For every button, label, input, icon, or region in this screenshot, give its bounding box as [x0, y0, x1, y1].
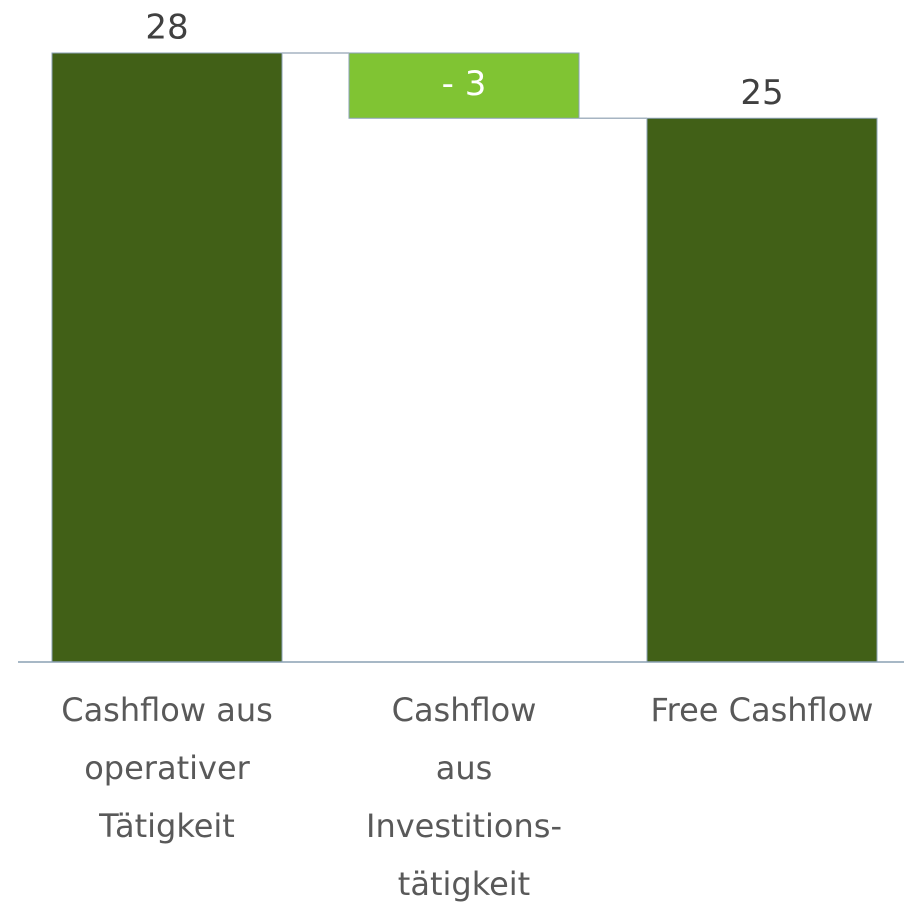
x-tick-label: Cashflow aus operativer Tätigkeit	[61, 691, 273, 845]
x-tick-label: Free Cashflow	[651, 691, 874, 729]
bar	[348, 52, 580, 119]
bar	[646, 117, 878, 663]
value-label: 28	[145, 8, 188, 48]
x-tick-label: Cashflow aus Investitions-tätigkeit	[366, 691, 562, 903]
value-label: - 3	[442, 64, 487, 104]
bar	[51, 52, 283, 663]
value-label: 25	[740, 73, 783, 113]
